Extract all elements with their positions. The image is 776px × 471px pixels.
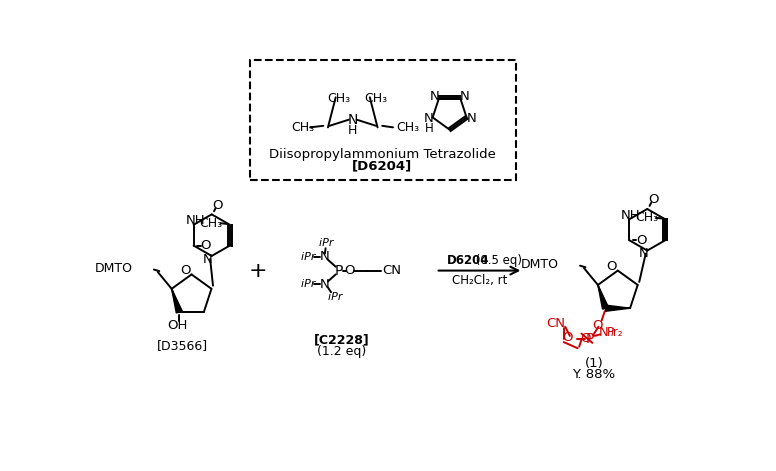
Text: DMTO: DMTO	[95, 261, 133, 275]
Text: CH₂Cl₂, rt: CH₂Cl₂, rt	[452, 274, 508, 287]
Text: N: N	[320, 278, 330, 291]
Text: P: P	[586, 332, 594, 346]
Text: i​Pr: i​Pr	[328, 292, 343, 302]
Text: O: O	[563, 331, 573, 344]
Text: N: N	[320, 250, 330, 263]
Text: i: i	[610, 328, 613, 338]
Text: D6204: D6204	[447, 254, 490, 267]
Text: [C2228]: [C2228]	[314, 333, 370, 346]
Text: OH: OH	[168, 319, 188, 333]
Text: i​Pr: i​Pr	[319, 238, 334, 248]
Text: (1.2 eq): (1.2 eq)	[317, 345, 366, 358]
Text: O: O	[213, 199, 223, 211]
Text: CN: CN	[382, 264, 401, 277]
Text: N: N	[639, 247, 648, 260]
Text: (1): (1)	[584, 357, 603, 370]
Text: CH₃: CH₃	[365, 92, 387, 106]
Polygon shape	[598, 285, 608, 309]
Text: NH: NH	[185, 214, 205, 227]
Text: O: O	[345, 264, 355, 277]
Text: i​Pr: i​Pr	[300, 252, 315, 262]
Text: +: +	[249, 260, 268, 281]
Text: CH₃: CH₃	[636, 211, 658, 224]
Text: i​Pr: i​Pr	[300, 279, 315, 290]
Text: [D3566]: [D3566]	[157, 339, 208, 352]
Text: N: N	[460, 90, 469, 103]
Text: N: N	[424, 113, 434, 125]
Text: O: O	[580, 333, 591, 346]
Text: N: N	[348, 113, 358, 127]
Text: N: N	[466, 112, 476, 125]
Text: [D6204]: [D6204]	[352, 159, 412, 172]
Bar	[250, 60, 515, 180]
Text: DMTO: DMTO	[521, 258, 559, 271]
Polygon shape	[605, 305, 630, 311]
Text: Y. 88%: Y. 88%	[573, 368, 615, 381]
Text: CH₃: CH₃	[199, 217, 223, 230]
Text: O: O	[648, 193, 659, 206]
Text: CN: CN	[546, 317, 566, 330]
Text: Pr₂: Pr₂	[608, 326, 624, 339]
Text: H: H	[424, 122, 433, 136]
Text: O: O	[636, 234, 646, 247]
Text: CH₃: CH₃	[291, 121, 314, 134]
Text: P: P	[334, 264, 343, 277]
Polygon shape	[171, 289, 182, 313]
Text: O: O	[180, 264, 191, 277]
Text: (0.5 eq): (0.5 eq)	[472, 254, 522, 267]
Text: CH₃: CH₃	[327, 92, 350, 106]
Text: CH₃: CH₃	[397, 121, 419, 134]
Text: N: N	[599, 326, 609, 339]
Text: O: O	[606, 260, 617, 273]
Text: N: N	[203, 252, 213, 266]
Text: N: N	[430, 90, 439, 103]
Text: O: O	[593, 318, 603, 332]
Text: O: O	[201, 239, 211, 252]
Text: Diisopropylammonium Tetrazolide: Diisopropylammonium Tetrazolide	[268, 148, 496, 161]
Text: H: H	[348, 124, 358, 137]
Text: NH: NH	[621, 209, 640, 222]
